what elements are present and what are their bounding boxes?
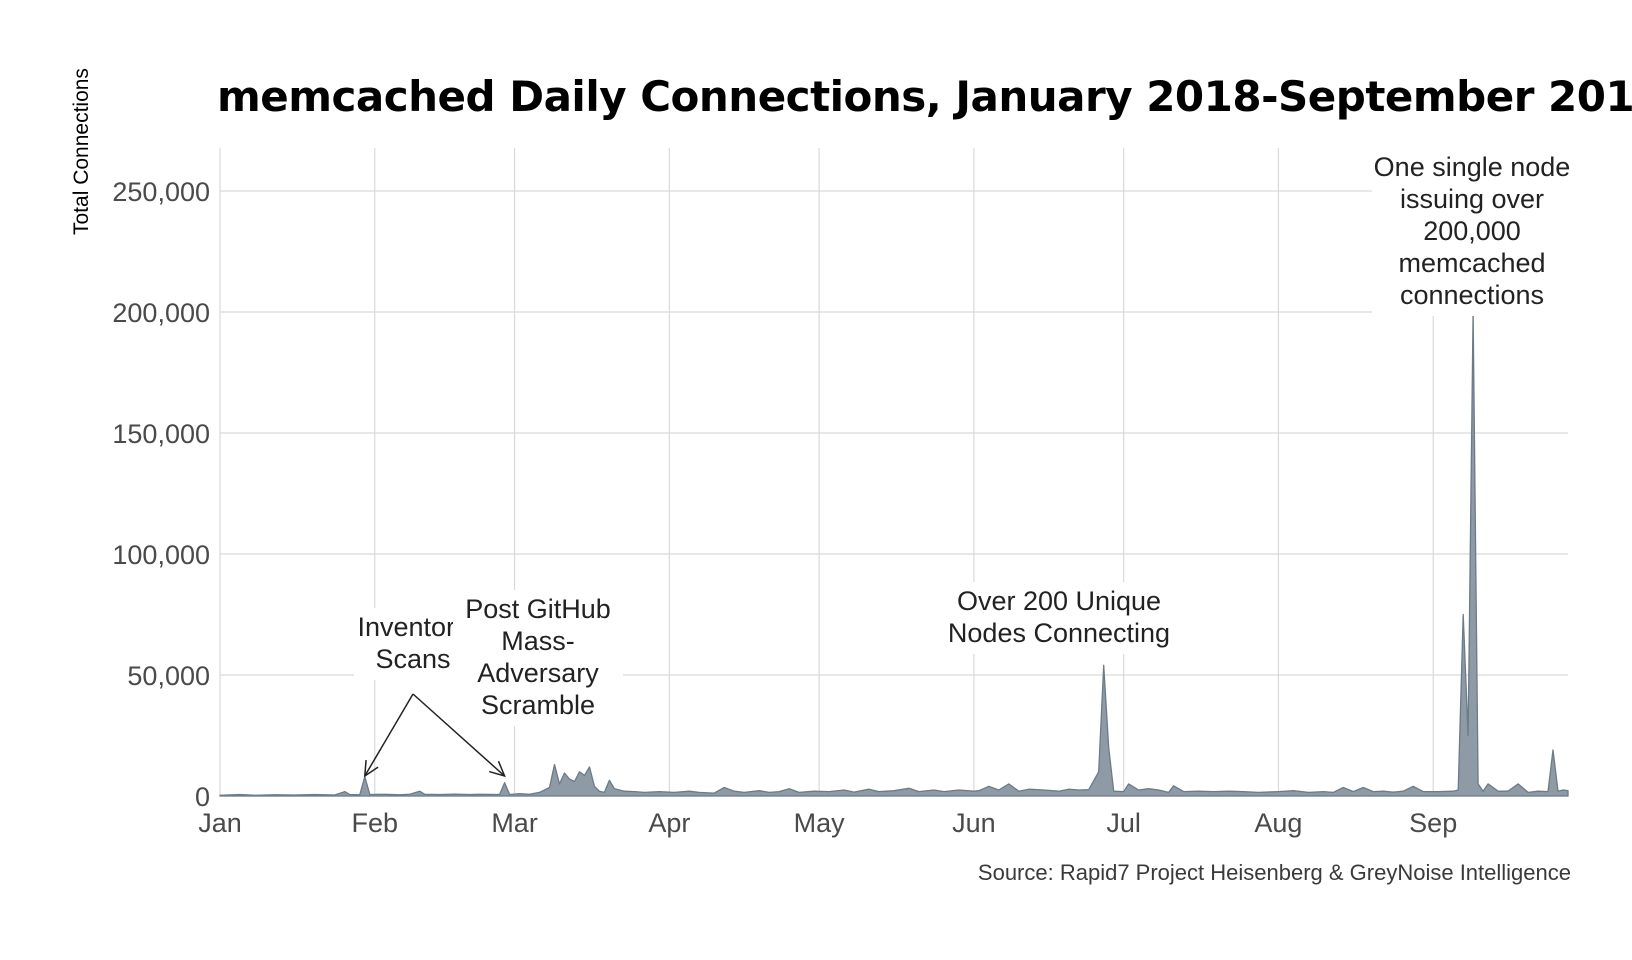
annotation-arrow	[412, 693, 506, 777]
x-tick-label: Sep	[1409, 808, 1457, 838]
x-tick-label: Feb	[352, 808, 399, 838]
annotation-arrow	[364, 693, 414, 777]
series-area-0	[219, 311, 1569, 797]
annotation-text: Nodes Connecting	[948, 618, 1170, 648]
x-tick-label: Jul	[1106, 808, 1141, 838]
x-tick-label: Apr	[648, 808, 690, 838]
y-tick-label: 250,000	[112, 177, 210, 207]
y-tick-label: 150,000	[112, 419, 210, 449]
x-tick-label: May	[794, 808, 846, 838]
annotation-text: issuing over	[1400, 184, 1544, 214]
annotation-background	[354, 608, 472, 680]
annotation-text: Adversary	[477, 658, 599, 688]
x-tick-label: Mar	[491, 808, 538, 838]
y-tick-label: 200,000	[112, 298, 210, 328]
area-layer	[219, 311, 1569, 797]
x-tick-label: Jun	[952, 808, 996, 838]
annotation-text: Scramble	[481, 690, 595, 720]
annotation-arrowhead	[363, 759, 379, 778]
y-tick-label: 100,000	[112, 540, 210, 570]
chart-title: memcached Daily Connections, January 201…	[217, 72, 1632, 121]
annotation-background	[1372, 148, 1572, 316]
annotation-text: Over 200 Unique	[957, 586, 1161, 616]
x-tick-label: Aug	[1254, 808, 1302, 838]
annotation-arrowhead	[488, 760, 506, 778]
source-caption: Source: Rapid7 Project Heisenberg & Grey…	[977, 860, 1571, 885]
annotation-text: Scans	[375, 644, 450, 674]
annotation-text: Post GitHub	[465, 594, 611, 624]
annotation-background	[954, 582, 1164, 654]
x-tick-label: Jan	[198, 808, 242, 838]
tick-layer: 0 50,000 100,000 150,000 200,000 250,000 Jan Fe…	[112, 177, 1457, 838]
annotation-text: connections	[1400, 280, 1544, 310]
annotation-background	[453, 590, 623, 726]
y-tick-label: 0	[195, 782, 210, 812]
annotation-text: Mass-	[501, 626, 575, 656]
y-tick-label: 50,000	[127, 661, 210, 691]
grid-layer	[219, 148, 1568, 797]
annotation-text: 200,000	[1423, 216, 1521, 246]
annotation-text: Inventory	[357, 612, 469, 642]
annotation-text: memcached	[1398, 248, 1545, 278]
annotation-text: One single node	[1374, 152, 1571, 182]
